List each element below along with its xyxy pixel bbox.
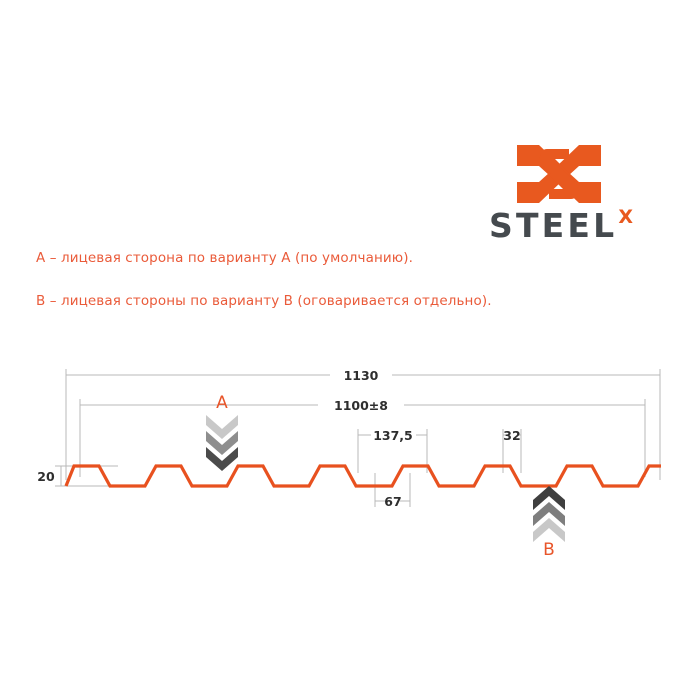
side-marker-a: А <box>206 393 238 471</box>
dim-label-32: 32 <box>503 428 520 443</box>
profile-cross-section-line <box>64 464 661 488</box>
wordmark-text: STEEL <box>489 206 618 245</box>
dim-label-1375: 137,5 <box>373 428 413 443</box>
chevron-up-icon <box>533 486 565 542</box>
dim-label-67: 67 <box>384 494 401 509</box>
dim-label-1130: 1130 <box>344 368 379 383</box>
brand-logo: STEEL X <box>489 143 669 248</box>
dim-label-20: 20 <box>37 469 55 484</box>
side-marker-b-label: В <box>543 540 555 560</box>
brand-wordmark: STEEL X <box>489 206 669 245</box>
caption-variant-b: В – лицевая стороны по варианту В (огова… <box>36 293 492 309</box>
caption-variant-a: А – лицевая сторона по варианту А (по ум… <box>36 250 413 266</box>
chevron-down-icon <box>206 415 238 471</box>
steelx-x-monogram-icon <box>517 143 601 205</box>
side-marker-a-label: А <box>216 393 228 413</box>
side-marker-b: В <box>533 486 565 560</box>
wordmark-superscript: X <box>618 206 634 228</box>
dim-label-1100: 1100±8 <box>334 398 388 413</box>
technical-drawing: 1130 1100±8 137,5 32 67 20 А В <box>0 355 700 570</box>
